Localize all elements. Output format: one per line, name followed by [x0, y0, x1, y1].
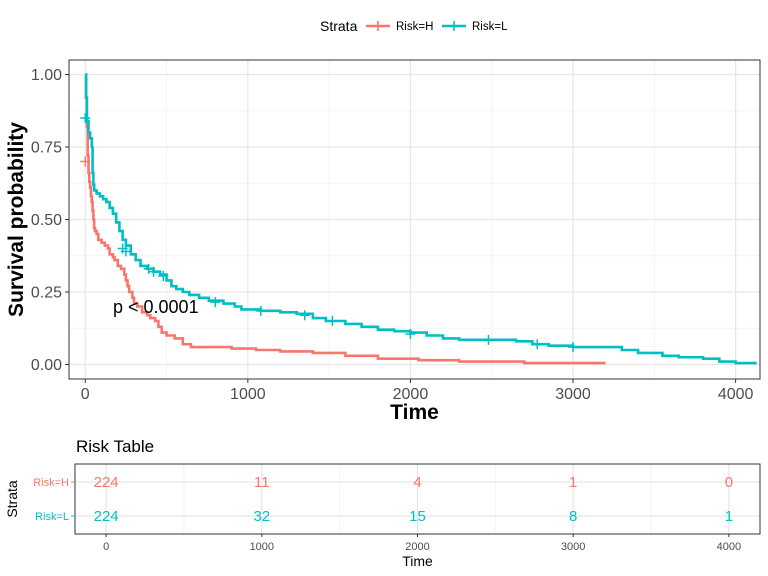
series-line-risk-h [84, 73, 606, 365]
risk-count-cell: 1 [569, 474, 577, 491]
x-tick-label: 1000 [230, 386, 266, 403]
y-tick-label: 0.25 [31, 285, 62, 302]
legend-item-risk-h: Risk=H [366, 21, 433, 33]
y-tick-label: 0.75 [31, 140, 62, 157]
risk-count-cell: 32 [253, 508, 270, 525]
risk-count-cell: 15 [409, 508, 426, 525]
risk-count-cell: 4 [413, 474, 421, 491]
risk-table-title: Risk Table [76, 437, 154, 456]
legend-item-risk-l: Risk=L [442, 21, 508, 33]
table-row-label: Risk=L [35, 511, 69, 523]
censor-mark-risk-l [255, 305, 266, 316]
x-axis-label: Time [390, 401, 439, 424]
risk-count-cell: 11 [254, 474, 270, 491]
risk-count-cell: 0 [725, 474, 733, 491]
legend-title: Strata [320, 18, 358, 34]
y-tick-label: 0.50 [31, 212, 62, 229]
risk-table: Risk Table 224 11 4 1 0 224 32 15 8 1 0 1000 2000 30… [4, 437, 761, 569]
censor-mark-risk-l [532, 339, 543, 350]
censor-mark-risk-l [405, 329, 416, 340]
series-line-risk-l [84, 73, 757, 365]
risk-count-cell: 224 [94, 474, 119, 491]
censor-mark-risk-l [210, 297, 221, 308]
censor-mark-risk-l [483, 334, 494, 345]
y-tick-label: 1.00 [31, 67, 62, 84]
table-x-tick-label: 1000 [250, 541, 274, 553]
x-tick-label: 3000 [555, 386, 591, 403]
table-x-tick-label: 3000 [561, 541, 585, 553]
table-x-tick-label: 2000 [405, 541, 429, 553]
censor-mark-risk-l [148, 266, 159, 277]
y-axis-label: Survival probability [5, 122, 28, 317]
x-tick-label: 4000 [718, 386, 754, 403]
censor-mark-risk-l [299, 310, 310, 321]
risk-table-x-label: Time [402, 553, 433, 569]
censor-mark-risk-l [327, 316, 338, 326]
risk-table-y-label: Strata [4, 480, 20, 518]
risk-count-cell: 8 [569, 508, 577, 525]
p-value-annotation: p < 0.0001 [113, 297, 199, 317]
censor-mark-risk-l [80, 113, 91, 123]
y-tick-label: 0.00 [31, 357, 62, 374]
censor-mark-risk-l [120, 246, 131, 257]
table-x-tick-label: 4000 [717, 541, 741, 553]
legend-label: Risk=L [472, 21, 508, 33]
survival-plot: 0 1000 2000 3000 4000 0.00 0.25 0.50 0.75 1.00 p… [5, 59, 761, 424]
x-tick-label: 2000 [393, 386, 429, 403]
censor-mark-risk-l [568, 342, 579, 353]
risk-count-cell: 224 [94, 508, 119, 525]
censor-mark-risk-h [80, 156, 91, 167]
table-row-label: Risk=H [33, 477, 69, 489]
legend: Strata Risk=H Risk=L [320, 18, 508, 34]
censor-mark-risk-l [158, 271, 169, 282]
risk-count-cell: 1 [725, 508, 733, 525]
x-tick-label: 0 [81, 386, 90, 403]
table-x-tick-label: 0 [103, 541, 109, 553]
legend-label: Risk=H [396, 21, 433, 33]
